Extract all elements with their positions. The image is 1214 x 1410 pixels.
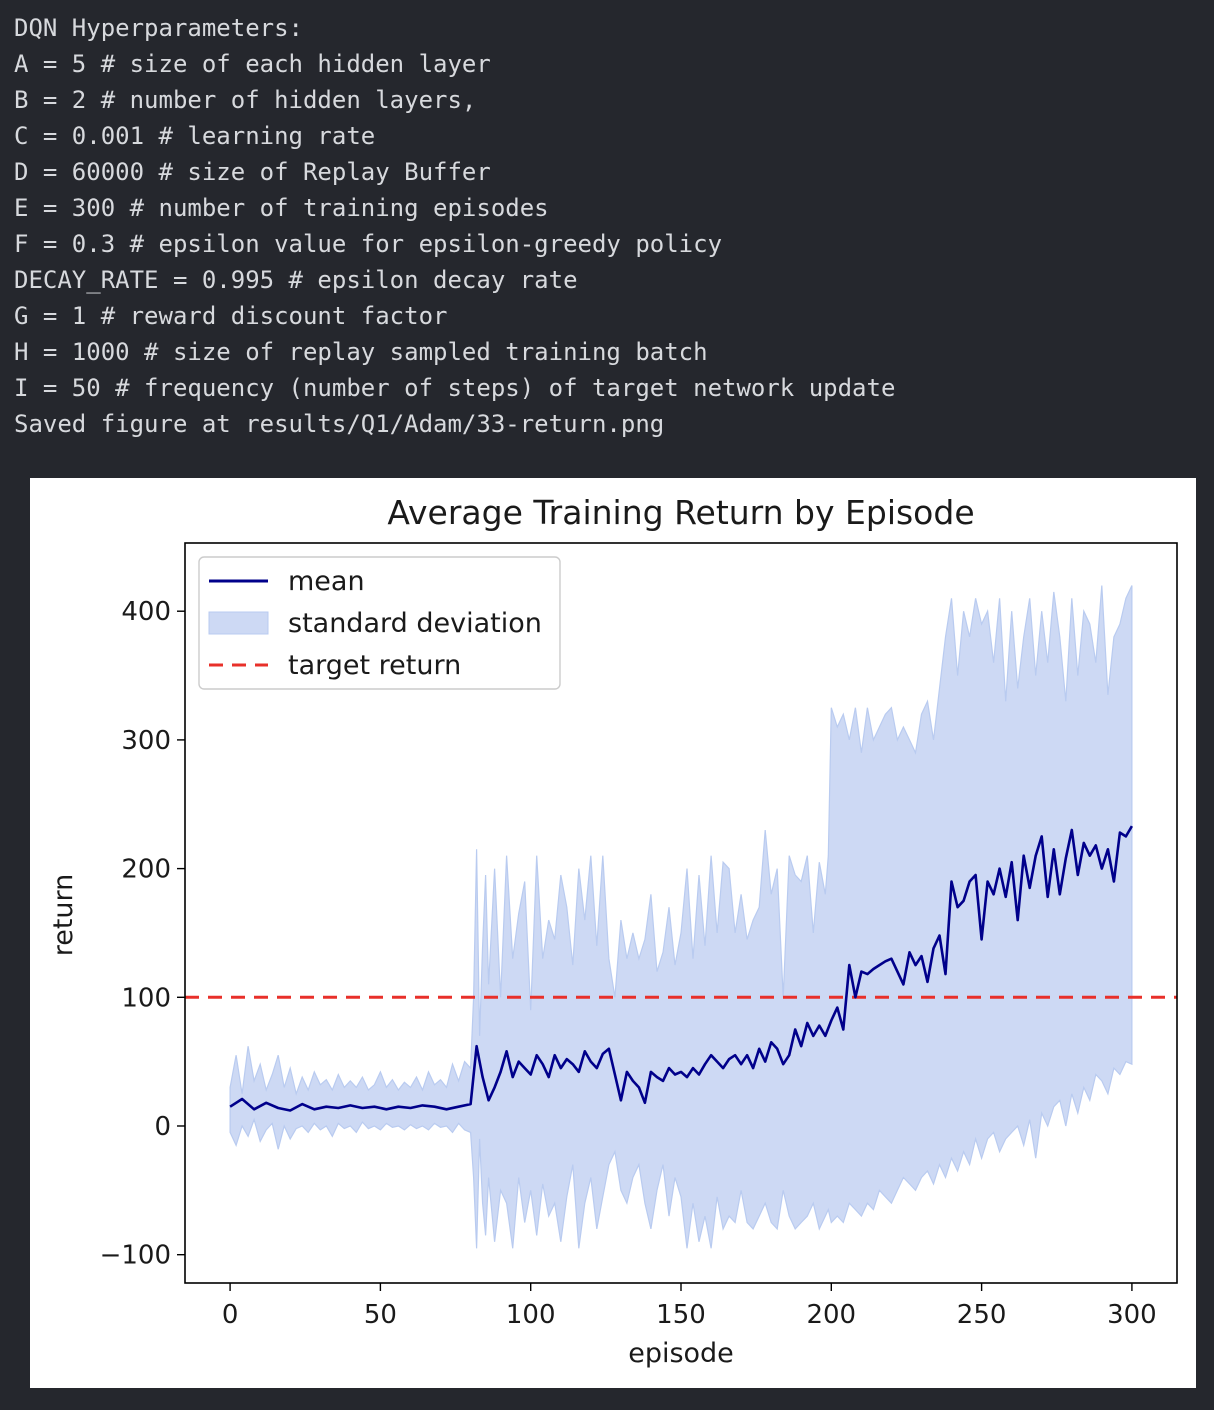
console-line: G = 1 # reward discount factor — [14, 302, 448, 330]
y-tick-label: 300 — [121, 726, 171, 756]
y-tick-label: 0 — [154, 1112, 171, 1142]
console-line: A = 5 # size of each hidden layer — [14, 50, 491, 78]
legend-box — [198, 556, 561, 690]
x-tick-label: 50 — [364, 1300, 397, 1330]
y-axis-label: return — [48, 874, 79, 957]
return-chart: Average Training Return by Episode 0 50 10… — [48, 493, 1178, 1369]
x-tick-label: 250 — [957, 1300, 1007, 1330]
x-tick-label: 300 — [1107, 1300, 1157, 1330]
legend-label: target return — [288, 650, 461, 681]
mean-line — [229, 825, 1134, 1112]
y-tick-label: −100 — [100, 1241, 171, 1271]
x-tick-label: 150 — [656, 1300, 706, 1330]
console-line: H = 1000 # size of replay sampled traini… — [14, 338, 708, 366]
console-line: Saved figure at results/Q1/Adam/33-retur… — [14, 410, 665, 438]
x-tick-label: 200 — [806, 1300, 856, 1330]
x-tick-label: 0 — [222, 1300, 239, 1330]
legend: mean standard deviation target return — [198, 556, 561, 690]
y-tick-label: 400 — [121, 597, 171, 627]
console-line: DQN Hyperparameters: — [14, 14, 303, 42]
legend-label: mean — [288, 566, 365, 597]
x-tick-label: 100 — [506, 1300, 556, 1330]
console-line: DECAY_RATE = 0.995 # epsilon decay rate — [14, 266, 578, 294]
console-line: B = 2 # number of hidden layers, — [14, 86, 477, 114]
console-line: D = 60000 # size of Replay Buffer — [14, 158, 491, 186]
console-line: C = 0.001 # learning rate — [14, 122, 376, 150]
x-axis-label: episode — [628, 1338, 734, 1369]
console-line: I = 50 # frequency (number of steps) of … — [14, 374, 896, 402]
chart-title: Average Training Return by Episode — [387, 493, 974, 532]
console-output: DQN Hyperparameters: A = 5 # size of each… — [14, 10, 895, 442]
legend-label: standard deviation — [288, 608, 542, 639]
std-band — [229, 585, 1133, 1249]
y-tick-label: 200 — [121, 855, 171, 885]
legend-std-swatch — [208, 611, 269, 635]
console-line: E = 300 # number of training episodes — [14, 194, 549, 222]
y-tick-label: 100 — [121, 983, 171, 1013]
console-line: F = 0.3 # epsilon value for epsilon-gree… — [14, 230, 723, 258]
return-figure: Average Training Return by Episode 0 50 10… — [30, 478, 1196, 1388]
